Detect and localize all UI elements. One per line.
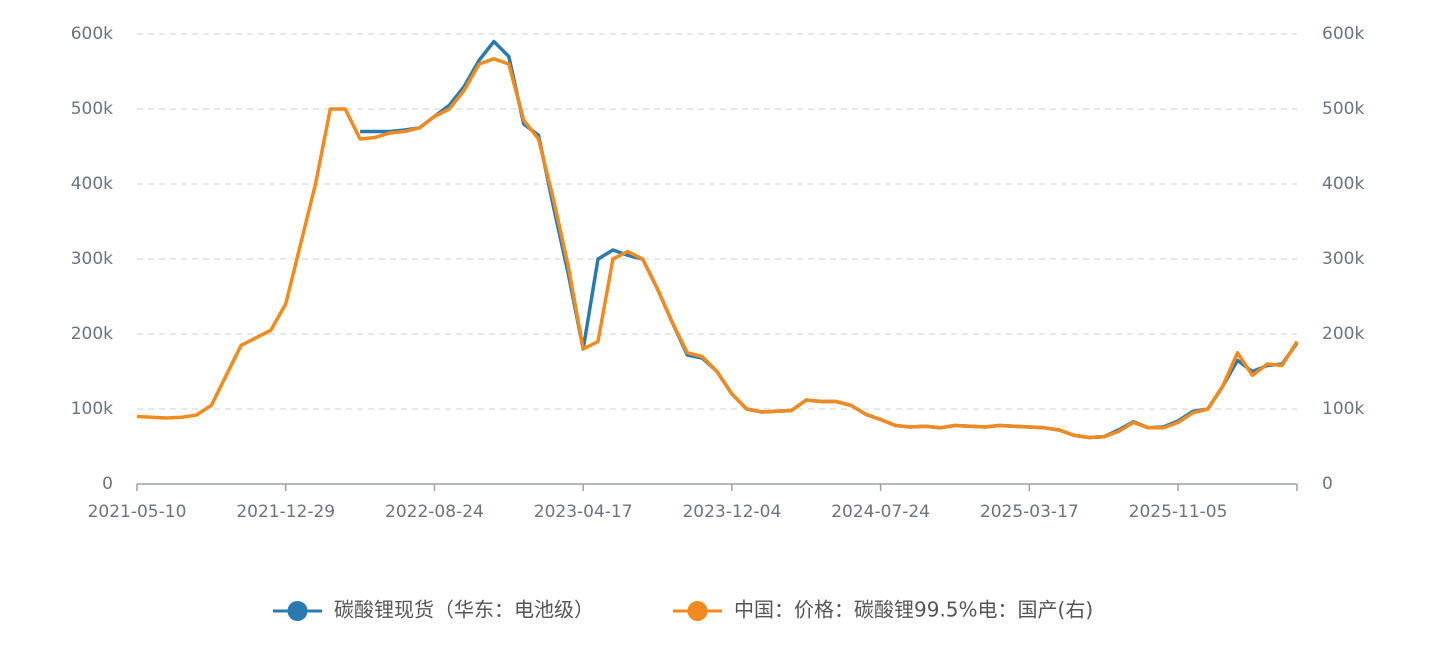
y-tick-label: 0 [102,474,113,494]
legend-marker [687,601,708,621]
legend-item: 中国：价格：碳酸锂99.5%电：国产(右) [673,598,1093,622]
y-tick-label: 300k [71,249,113,269]
x-tick-label: 2023-04-17 [534,502,633,522]
y-tick-label: 100k [71,399,113,419]
series-line [136,57,1299,440]
legend-label: 碳酸锂现货（华东：电池级） [334,598,594,622]
y2-tick-label: 500k [1322,99,1364,119]
legend-label: 中国：价格：碳酸锂99.5%电：国产(右) [734,598,1093,622]
x-tick-label: 2025-03-17 [980,502,1079,522]
y2-tick-label: 600k [1322,24,1364,44]
y-tick-label: 200k [71,324,113,344]
y2-tick-label: 300k [1322,249,1364,269]
x-tick-label: 2023-12-04 [682,502,781,522]
x-tick-label: 2021-12-29 [236,502,335,522]
legend: 碳酸锂现货（华东：电池级） 中国：价格：碳酸锂99.5%电：国产(右) [273,598,1093,622]
x-tick-label: 2022-08-24 [385,502,484,522]
x-tick-label: 2021-05-10 [88,502,187,522]
series-line [360,39,1299,440]
y2-tick-label: 0 [1322,474,1333,494]
y2-tick-label: 200k [1322,324,1364,344]
y2-tick-label: 100k [1322,399,1364,419]
y-tick-label: 400k [71,174,113,194]
y-tick-label: 500k [71,99,113,119]
y2-tick-label: 400k [1322,174,1364,194]
legend-marker [287,601,308,621]
y-tick-label: 600k [71,24,113,44]
x-tick-label: 2024-07-24 [831,502,930,522]
x-tick-label: 2025-11-05 [1129,502,1228,522]
legend-item: 碳酸锂现货（华东：电池级） [273,598,594,622]
